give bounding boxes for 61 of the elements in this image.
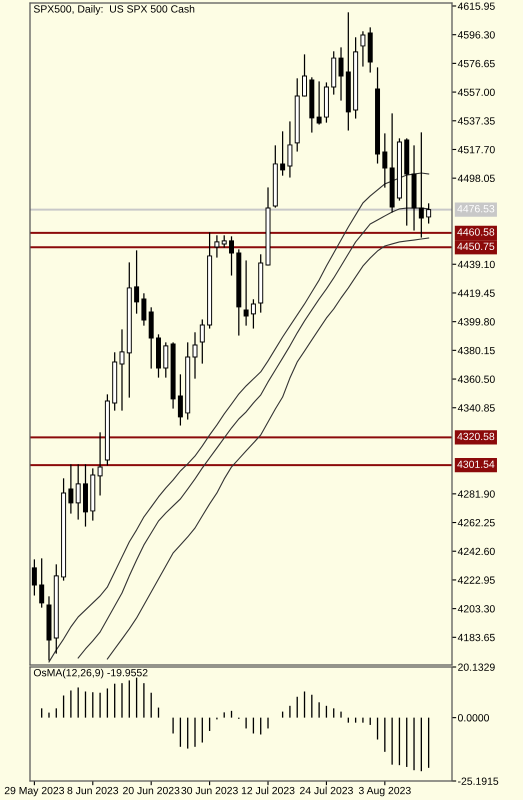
y-tick-label: 4517.70 [458,146,495,154]
y-tick-label: 4242.60 [458,548,495,556]
candlestick [200,319,205,364]
ref-line-label: 4301.54 [457,460,494,468]
x-tick-label: 30 Jun 2023 [181,786,238,794]
x-tick-label: 20 Jun 2023 [123,786,180,794]
y-tick-label: 0.0000 [458,714,490,722]
candlestick [192,332,198,379]
candlestick [426,203,432,224]
candlestick [338,47,344,101]
y-tick-label: 4615.95 [458,2,495,10]
x-tick-label: 12 Jul 2023 [242,786,294,794]
x-tick-label: 8 Jun 2023 [67,786,118,794]
x-tick-label: 24 Jul 2023 [300,786,353,794]
y-tick-label: 4281.90 [458,490,495,498]
ref-line-label: 4450.75 [457,242,494,250]
candlestick [120,329,124,411]
y-tick-label: 4262.25 [458,519,495,526]
ref-line-label: 4460.58 [457,228,494,236]
candlestick [360,31,366,67]
y-tick-label: 20.1329 [458,664,495,671]
candlestick [316,81,322,125]
chart-title: SPX500, Daily: US SPX 500 Cash [34,4,194,15]
candlestick [302,54,308,97]
candlestick [280,131,286,176]
y-tick-label: 4380.15 [458,346,495,354]
y-tick-label: 4596.30 [458,31,495,39]
x-tick-label: 29 May 2023 [4,786,64,796]
candlestick [98,432,103,496]
candlestick [244,260,249,326]
y-tick-label: 4222.95 [458,576,495,584]
candlestick [39,558,44,608]
candlestick [134,250,140,314]
candlestick [382,133,388,188]
candlestick [250,299,256,329]
candlestick [141,293,146,326]
y-tick-label: 4537.35 [458,117,495,125]
candlestick [178,374,183,426]
y-tick-label: 4360.50 [458,376,495,383]
y-tick-label: 4183.65 [458,634,495,642]
candlestick [222,235,227,248]
candlestick [163,342,168,378]
y-tick-label: 4498.05 [458,174,495,182]
candlestick [229,236,234,276]
y-tick-label: 4203.30 [458,605,495,613]
y-tick-label: -25.1915 [458,778,498,785]
candlestick [32,559,37,596]
x-tick-label: 3 Aug 2023 [358,786,411,796]
candlestick [214,235,220,258]
candlestick [76,464,81,520]
candlestick [68,464,74,514]
y-tick-label: 4576.65 [458,60,495,68]
ref-line-label: 4320.58 [457,432,494,440]
candlestick [418,132,424,238]
y-tick-label: 4340.85 [458,404,495,412]
candlestick [287,121,292,178]
chart-title: OsMA(12,26,9) -19.9552 [34,668,148,678]
y-tick-label: 4439.10 [458,260,495,268]
y-tick-label: 4419.45 [458,289,495,297]
y-tick-label: 4399.80 [458,318,495,326]
y-tick-label: 4557.00 [458,88,495,96]
